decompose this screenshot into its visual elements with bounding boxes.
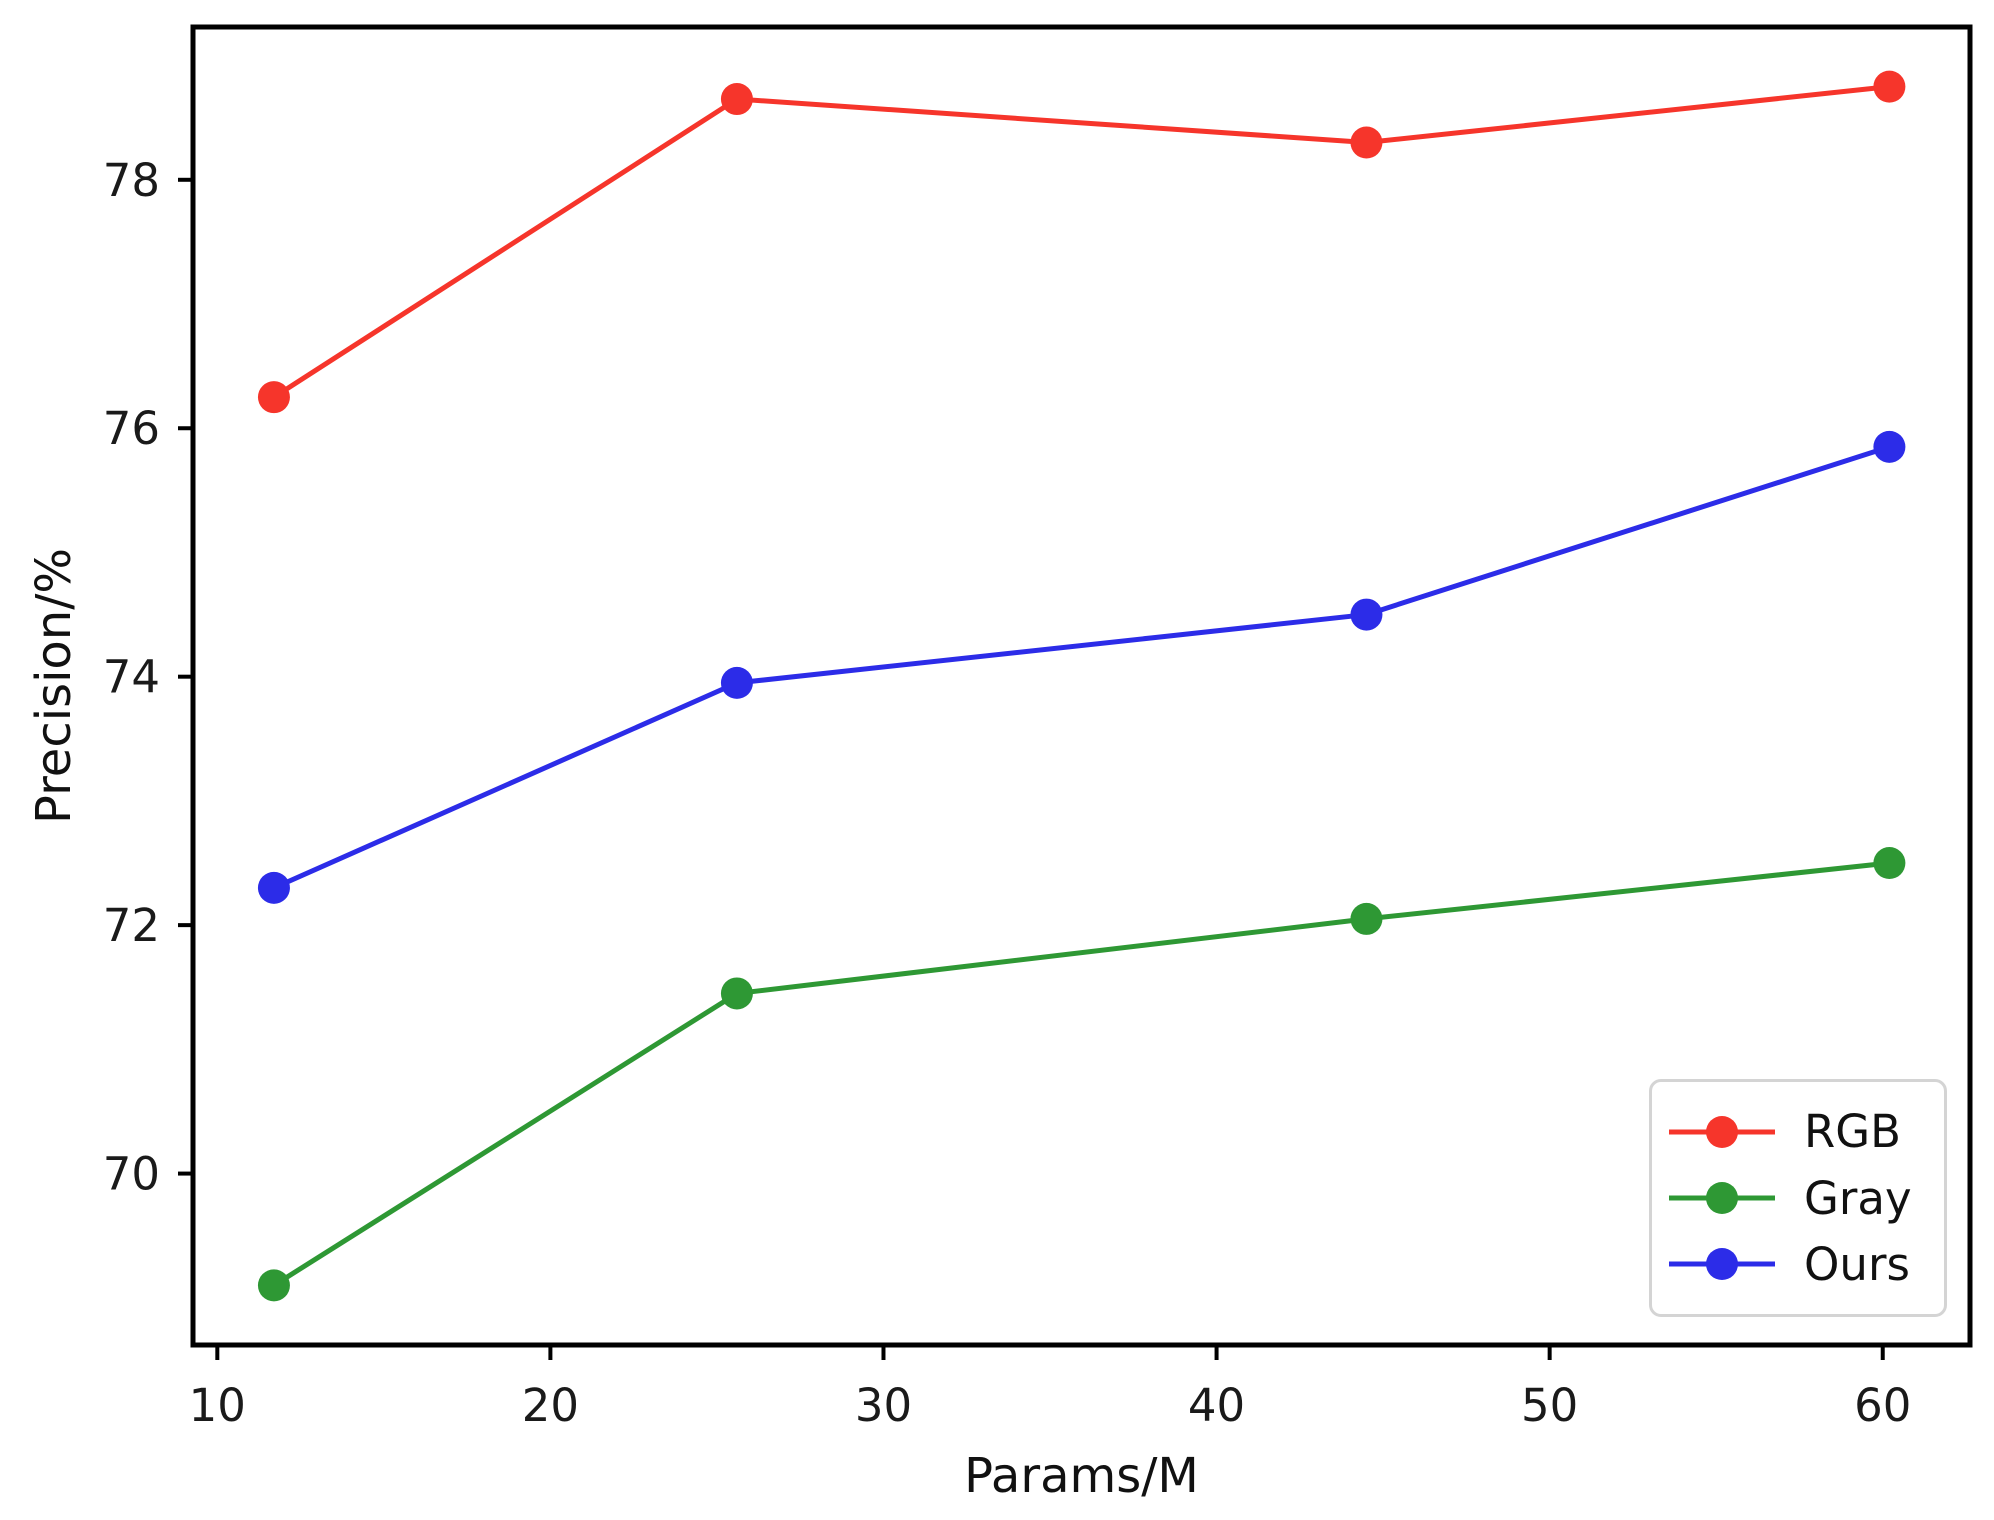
y-axis-title: Precision/% (26, 548, 82, 824)
data-point-gray (720, 977, 753, 1010)
legend-item-gray: Gray (1666, 1176, 1934, 1221)
legend-label-gray: Gray (1804, 1171, 1912, 1225)
y-tick-label: 72 (103, 899, 160, 952)
data-point-rgb (720, 83, 753, 116)
x-tick-label: 60 (1854, 1379, 1911, 1432)
x-tick-label: 50 (1521, 1379, 1578, 1432)
data-point-rgb (257, 381, 290, 414)
y-tick-label: 70 (103, 1148, 160, 1201)
y-tick-label: 74 (103, 651, 160, 704)
data-point-ours (257, 871, 290, 904)
legend-label-rgb: RGB (1804, 1105, 1902, 1159)
y-tick-label: 78 (103, 154, 160, 207)
data-point-gray (257, 1269, 290, 1302)
data-point-ours (1350, 598, 1383, 631)
legend-item-ours: Ours (1666, 1242, 1934, 1287)
data-point-rgb (1350, 126, 1383, 159)
x-tick-label: 20 (522, 1379, 579, 1432)
x-tick-label: 40 (1188, 1379, 1245, 1432)
legend-item-rgb: RGB (1666, 1109, 1934, 1154)
data-point-ours (720, 666, 753, 699)
legend-swatch-rgb (1669, 1115, 1775, 1148)
series-line-gray (271, 860, 1892, 1288)
legend-swatch-gray (1669, 1182, 1775, 1214)
series-line-ours (271, 444, 1892, 891)
x-tick-label: 10 (189, 1379, 246, 1432)
y-tick-label: 76 (103, 402, 160, 455)
data-point-gray (1350, 902, 1383, 935)
legend-swatch-ours (1669, 1248, 1775, 1281)
data-point-rgb (1873, 70, 1906, 103)
legend-label-ours: Ours (1804, 1237, 1910, 1291)
legend: RGB Gray Ours (1649, 1079, 1947, 1317)
data-point-gray (1873, 847, 1906, 880)
x-axis-title: Params/M (964, 1448, 1199, 1504)
data-point-ours (1873, 430, 1906, 463)
axes-spines (190, 24, 1973, 1348)
x-tick-label: 30 (855, 1379, 912, 1432)
series-line-rgb (271, 84, 1892, 400)
